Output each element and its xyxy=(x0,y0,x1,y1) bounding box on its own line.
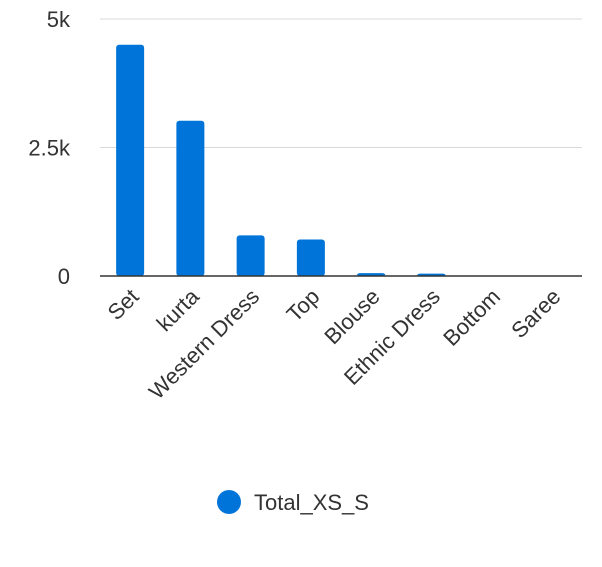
gridlines xyxy=(100,19,582,148)
legend-marker[interactable] xyxy=(217,490,241,514)
x-tick-label: kurta xyxy=(152,283,205,336)
x-tick-label: Top xyxy=(282,284,325,327)
y-tick-label: 2.5k xyxy=(28,136,71,161)
x-tick-label: Saree xyxy=(506,284,565,343)
bar[interactable] xyxy=(237,235,265,276)
legend[interactable]: Total_XS_S xyxy=(217,490,369,515)
bar[interactable] xyxy=(297,240,325,276)
y-axis-ticks: 0 2.5k 5k xyxy=(28,7,71,289)
y-tick-label: 0 xyxy=(58,264,70,289)
y-tick-label: 5k xyxy=(47,7,71,32)
x-tick-label: Western Dress xyxy=(144,284,264,404)
bar[interactable] xyxy=(116,45,144,276)
bar[interactable] xyxy=(176,121,204,276)
x-tick-label: Set xyxy=(103,284,144,325)
legend-label[interactable]: Total_XS_S xyxy=(254,490,369,515)
x-tick-label: Bottom xyxy=(438,284,505,351)
bars xyxy=(116,45,566,276)
